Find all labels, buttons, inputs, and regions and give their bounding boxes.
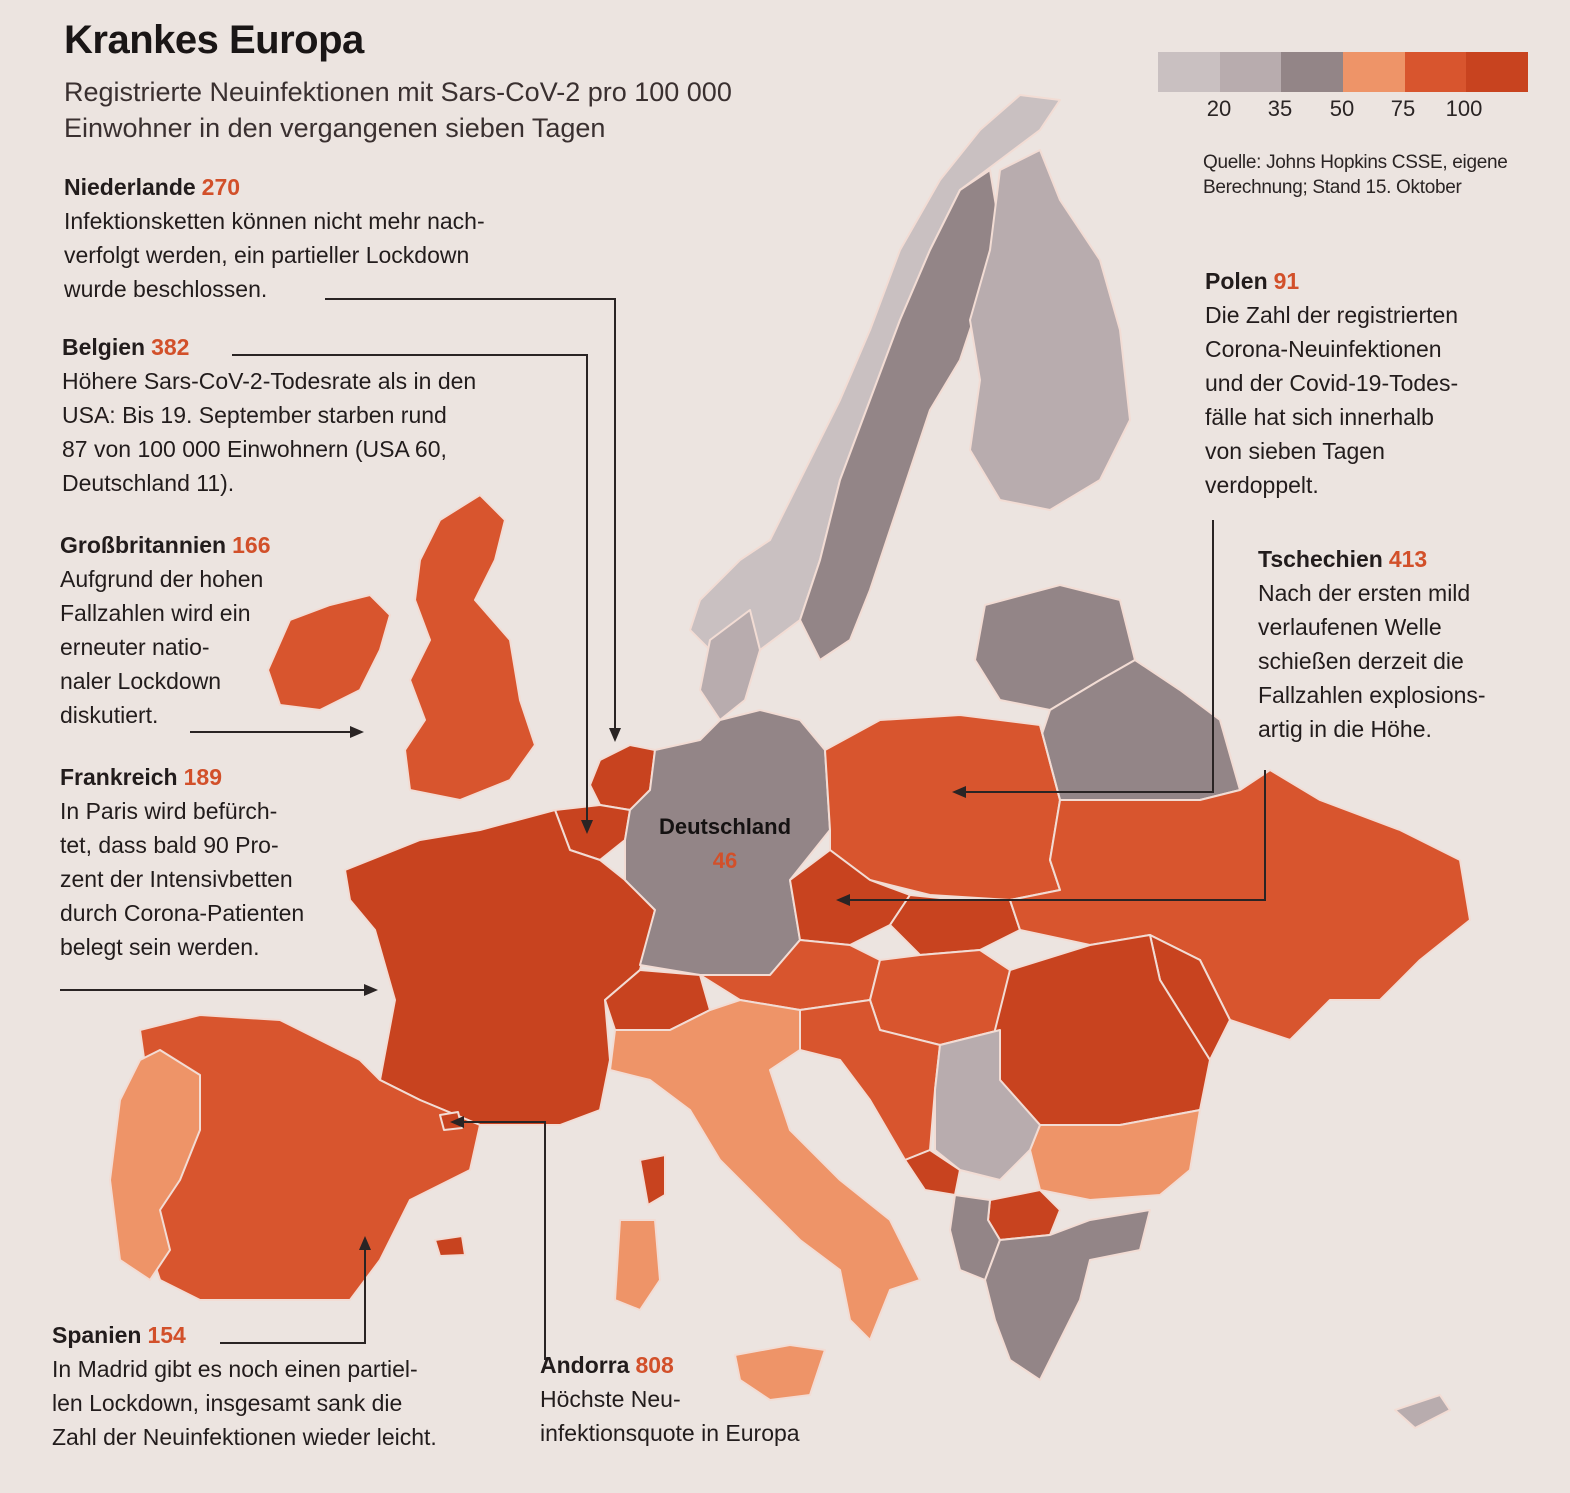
annotation-belgien: Belgien 382 Höhere Sars-CoV-2-Todesrate a… bbox=[62, 330, 582, 500]
country-cyprus bbox=[1394, 1394, 1451, 1429]
country-finland bbox=[969, 149, 1131, 511]
country-germany bbox=[624, 709, 831, 976]
country-montenegro bbox=[904, 1149, 961, 1196]
legend-swatch-1 bbox=[1158, 52, 1220, 92]
legend-tick: 20 bbox=[1206, 96, 1232, 121]
map-subtitle: Registrierte Neuinfektionen mit Sars-CoV… bbox=[64, 77, 732, 143]
annotation-grossbritannien: Großbritannien 166 Aufgrund der hohen Fal… bbox=[60, 528, 360, 732]
country-andorra bbox=[439, 1111, 463, 1131]
annotation-text: Die Zahl der registrierten Corona-Neuinf… bbox=[1205, 302, 1459, 498]
country-sardinia bbox=[614, 1219, 661, 1311]
annotation-text: Aufgrund der hohen Fallzahlen wird ein e… bbox=[60, 566, 264, 728]
legend-tick: 100 bbox=[1445, 96, 1483, 121]
country-north-macedonia bbox=[987, 1189, 1061, 1241]
annotation-text: Höchste Neu- infektionsquote in Europa bbox=[540, 1386, 800, 1446]
leader-lines bbox=[60, 298, 1266, 1360]
annotation-value: 270 bbox=[201, 174, 241, 200]
annotation-value: 382 bbox=[151, 334, 190, 360]
annotation-value: 154 bbox=[147, 1322, 186, 1348]
country-sweden bbox=[799, 169, 1001, 661]
color-legend: 20 35 50 75 100 bbox=[1158, 52, 1529, 126]
country-serbia bbox=[934, 1029, 1041, 1181]
annotation-country: Spanien bbox=[52, 1322, 142, 1348]
legend-ticks: 20 35 50 75 100 bbox=[1158, 92, 1528, 126]
map-title: Krankes Europa bbox=[64, 18, 364, 62]
annotation-andorra: Andorra 808 Höchste Neu- infektionsquote … bbox=[540, 1348, 870, 1450]
legend-swatch-4 bbox=[1343, 52, 1405, 92]
country-hungary bbox=[869, 949, 1011, 1046]
annotation-country: Tschechien bbox=[1258, 546, 1383, 572]
annotation-country: Großbritannien bbox=[60, 532, 227, 558]
country-sicily bbox=[734, 1344, 826, 1401]
country-portugal bbox=[109, 1049, 201, 1281]
country-ukraine bbox=[1009, 724, 1471, 1041]
annotation-text: In Paris wird befürch- tet, dass bald 90… bbox=[60, 798, 305, 960]
annotation-country: Niederlande bbox=[64, 174, 196, 200]
annotation-value: 91 bbox=[1273, 268, 1300, 294]
country-ireland bbox=[267, 594, 391, 711]
country-greece bbox=[984, 1209, 1151, 1381]
legend-tick: 50 bbox=[1329, 96, 1355, 121]
country-denmark bbox=[699, 609, 761, 721]
annotation-country: Andorra bbox=[540, 1352, 630, 1378]
annotation-text: Infektionsketten können nicht mehr nach-… bbox=[64, 208, 485, 302]
legend-swatch-6 bbox=[1466, 52, 1529, 92]
legend-color-bar bbox=[1158, 52, 1529, 92]
annotation-tschechien: Tschechien 413 Nach der ersten mild verla… bbox=[1258, 542, 1548, 746]
annotation-value: 413 bbox=[1388, 546, 1428, 572]
annotation-value: 166 bbox=[232, 532, 271, 558]
legend-swatch-2 bbox=[1219, 52, 1282, 92]
germany-map-value: 46 bbox=[712, 848, 738, 873]
country-bulgaria bbox=[1029, 1109, 1201, 1201]
legend-tick: 35 bbox=[1267, 96, 1293, 121]
annotation-text: Höhere Sars-CoV-2-Todesrate als in den U… bbox=[62, 368, 477, 496]
annotation-polen: Polen 91 Die Zahl der registrierten Coron… bbox=[1205, 264, 1535, 502]
country-slovakia bbox=[889, 894, 1021, 956]
annotation-spanien: Spanien 154 In Madrid gibt es noch einen … bbox=[52, 1318, 532, 1454]
annotation-text: Nach der ersten mild verlaufenen Welle s… bbox=[1258, 580, 1486, 742]
annotation-text: In Madrid gibt es noch einen partiel- le… bbox=[52, 1356, 437, 1450]
source-note: Quelle: Johns Hopkins CSSE, eigene Berec… bbox=[1203, 152, 1508, 198]
annotation-country: Polen bbox=[1205, 268, 1268, 294]
annotation-value: 808 bbox=[635, 1352, 674, 1378]
legend-swatch-5 bbox=[1404, 52, 1467, 92]
legend-swatch-3 bbox=[1281, 52, 1344, 92]
legend-tick: 75 bbox=[1390, 96, 1416, 121]
country-corsica bbox=[639, 1154, 666, 1206]
country-uk bbox=[404, 494, 536, 801]
annotation-country: Frankreich bbox=[60, 764, 178, 790]
country-balearics bbox=[434, 1235, 466, 1257]
annotation-country: Belgien bbox=[62, 334, 146, 360]
germany-map-label: Deutschland bbox=[658, 814, 792, 839]
country-france bbox=[344, 809, 656, 1126]
country-italy bbox=[609, 999, 921, 1341]
annotation-value: 189 bbox=[183, 764, 222, 790]
annotation-frankreich: Frankreich 189 In Paris wird befürch- tet… bbox=[60, 760, 380, 964]
annotation-niederlande: Niederlande 270 Infektionsketten können n… bbox=[64, 170, 584, 306]
